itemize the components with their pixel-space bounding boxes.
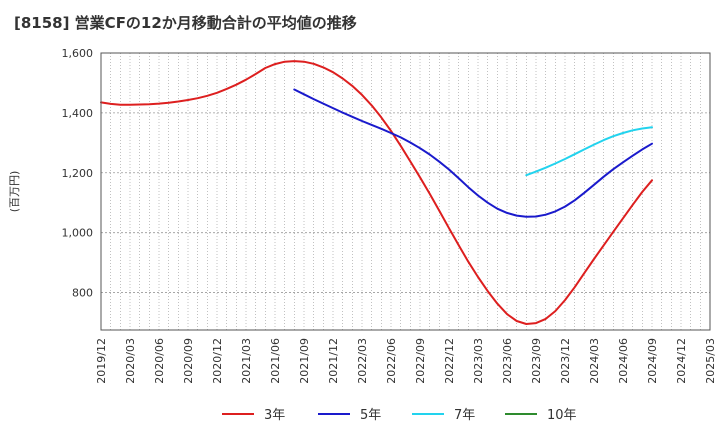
x-tick-label: 2024/06 [617,338,630,384]
chart-title: [8158] 営業CFの12か月移動合計の平均値の推移 [14,14,357,32]
x-tick-label: 2021/06 [269,338,282,384]
y-tick-label: 1,200 [62,167,94,180]
series-lines [100,60,653,325]
x-axis-ticks: 2019/12 2020/03 2020/06 2020/09 2020/12 2021/… [95,338,717,384]
y-tick-label: 1,000 [62,227,94,240]
x-tick-label: 2023/09 [530,338,543,384]
x-tick-label: 2023/03 [472,338,485,384]
x-tick-label: 2019/12 [95,338,108,384]
x-tick-label: 2022/06 [385,338,398,384]
x-tick-label: 2023/06 [501,338,514,384]
x-tick-label: 2024/12 [675,338,688,384]
x-tick-label: 2021/03 [240,338,253,384]
y-tick-label: 1,400 [62,107,94,120]
x-tick-label: 2025/03 [704,338,717,384]
legend-label-1: 5年 [360,408,381,423]
x-tick-label: 2020/12 [211,338,224,384]
x-tick-label: 2024/09 [646,338,659,384]
x-tick-label: 2024/03 [588,338,601,384]
legend: 3年 5年 7年 10年 [222,408,577,423]
legend-label-3: 10年 [547,408,577,423]
y-axis-label: (百万円) [8,171,21,213]
legend-label-2: 7年 [454,408,475,423]
series-line-1 [293,88,653,218]
plot-background [101,53,710,330]
x-tick-label: 2022/09 [414,338,427,384]
legend-label-0: 3年 [264,408,285,423]
x-tick-label: 2020/03 [124,338,137,384]
y-axis-ticks: 800 1,000 1,200 1,400 1,600 [62,47,94,300]
grid [101,53,710,330]
x-tick-label: 2022/12 [443,338,456,384]
x-tick-label: 2020/09 [182,338,195,384]
plot-frame [100,52,711,331]
series-line-2 [525,126,653,177]
x-tick-label: 2023/12 [559,338,572,384]
x-tick-label: 2021/09 [298,338,311,384]
y-tick-label: 1,600 [62,47,94,60]
y-tick-label: 800 [72,287,93,300]
x-tick-label: 2021/12 [327,338,340,384]
x-tick-label: 2022/03 [356,338,369,384]
series-line-0 [100,60,653,325]
x-tick-label: 2020/06 [153,338,166,384]
